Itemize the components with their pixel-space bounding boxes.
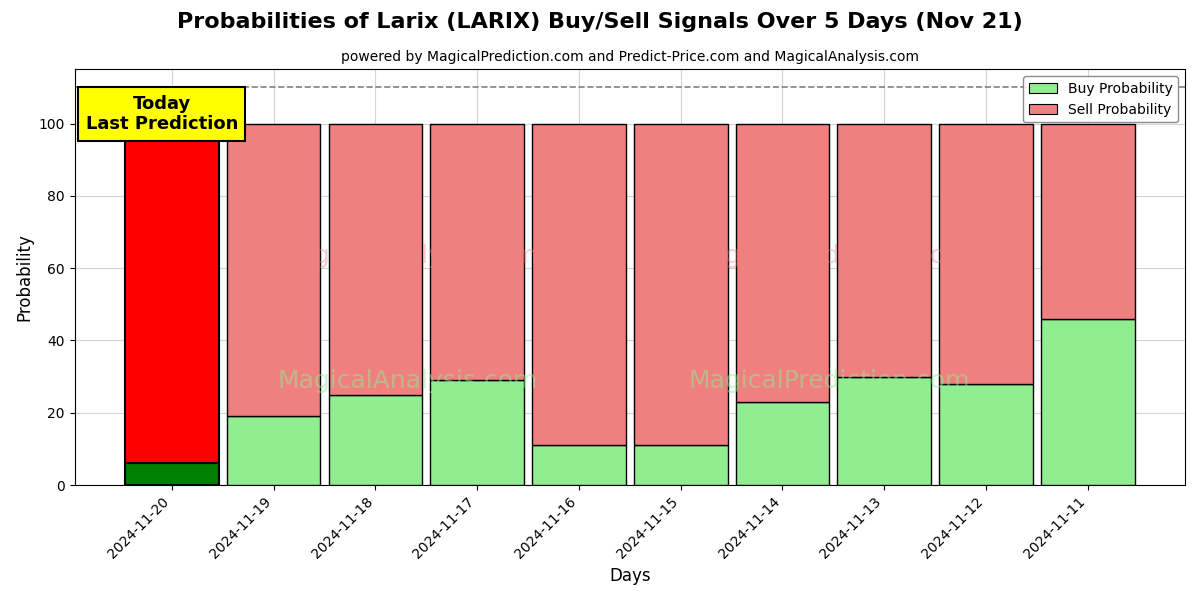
Bar	[1040, 319, 1134, 485]
Text: MagicalPrediction.com: MagicalPrediction.com	[689, 369, 971, 393]
Bar	[736, 124, 829, 402]
Title: powered by MagicalPrediction.com and Predict-Price.com and MagicalAnalysis.com: powered by MagicalPrediction.com and Pre…	[341, 50, 919, 64]
Bar	[838, 377, 931, 485]
Bar	[431, 124, 524, 380]
Legend: Buy Probability, Sell Probability: Buy Probability, Sell Probability	[1024, 76, 1178, 122]
Y-axis label: Probability: Probability	[16, 233, 34, 321]
Bar	[532, 124, 625, 445]
Bar	[227, 416, 320, 485]
Bar	[1040, 124, 1134, 319]
Text: MagicalAnalysis.com: MagicalAnalysis.com	[277, 244, 538, 268]
Bar	[532, 445, 625, 485]
Bar	[940, 384, 1033, 485]
Bar	[736, 402, 829, 485]
Bar	[125, 463, 218, 485]
X-axis label: Days: Days	[610, 567, 650, 585]
Text: Today
Last Prediction: Today Last Prediction	[85, 95, 238, 133]
Bar	[634, 124, 727, 445]
Bar	[838, 124, 931, 377]
Bar	[940, 124, 1033, 384]
Text: MagicalPrediction.com: MagicalPrediction.com	[689, 244, 971, 268]
Bar	[329, 124, 422, 395]
Bar	[329, 395, 422, 485]
Bar	[125, 124, 218, 463]
Bar	[227, 124, 320, 416]
Bar	[634, 445, 727, 485]
Text: MagicalAnalysis.com: MagicalAnalysis.com	[277, 369, 538, 393]
Text: Probabilities of Larix (LARIX) Buy/Sell Signals Over 5 Days (Nov 21): Probabilities of Larix (LARIX) Buy/Sell …	[178, 12, 1022, 32]
Bar	[431, 380, 524, 485]
